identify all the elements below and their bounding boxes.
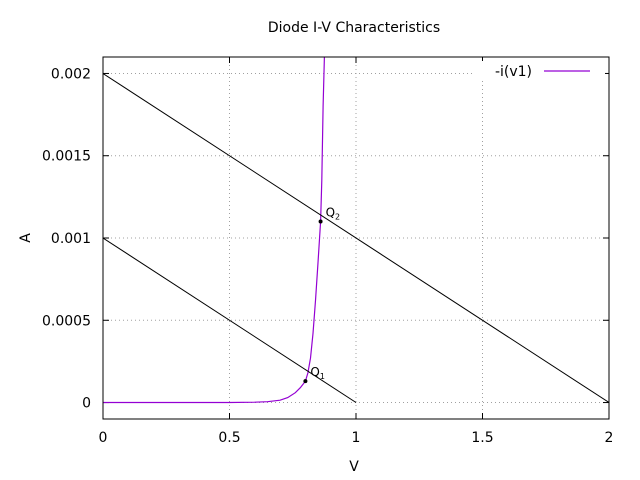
plot-frame (102, 56, 610, 420)
legend-label: -i(v1) (495, 64, 532, 80)
x-tick-label: 2 (605, 430, 614, 446)
x-tick-label: 1.5 (471, 430, 493, 446)
x-tick-label: 0 (99, 430, 108, 446)
x-tick-label: 0.5 (218, 430, 240, 446)
q-point-marker-2 (318, 219, 323, 224)
q-point-subscript: 2 (335, 213, 340, 222)
q-point-subscript: 1 (320, 372, 325, 381)
y-axis-label: A (18, 233, 34, 243)
load-line-1 (103, 237, 357, 403)
x-axis-label: V (349, 459, 359, 475)
y-tick-label: 0 (82, 396, 91, 412)
y-tick-label: 0.001 (51, 231, 91, 247)
y-tick-label: 0.0005 (42, 313, 91, 329)
y-tick-label: 0.002 (51, 66, 91, 82)
chart-title: Diode I-V Characteristics (268, 20, 440, 36)
diode-current-curve (103, 57, 325, 404)
x-tick-labels: 0 0.5 1 1.5 2 (99, 430, 614, 446)
legend: -i(v1) (475, 61, 605, 81)
q-point-marker-1 (303, 379, 308, 384)
y-tick-labels: 0 0.0005 0.001 0.0015 0.002 (42, 66, 91, 411)
x-tick-label: 1 (352, 430, 361, 446)
legend-box (475, 61, 605, 81)
load-line-2 (103, 73, 609, 403)
series-lines (103, 57, 609, 404)
y-tick-label: 0.0015 (42, 149, 91, 165)
